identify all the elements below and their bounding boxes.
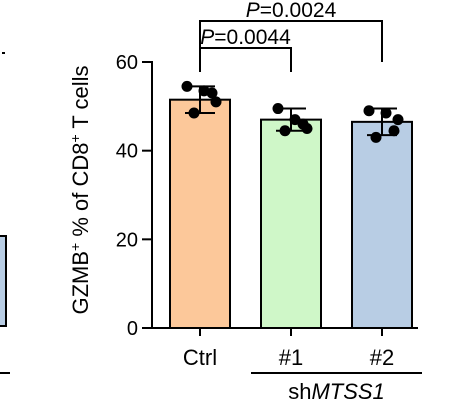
x-axis-labels: Ctrl #1 #2	[183, 345, 394, 370]
p-value-label: P=0.0024	[246, 0, 337, 22]
adjacent-panel-fragment	[0, 52, 10, 374]
data-point	[388, 125, 400, 137]
data-point	[188, 107, 200, 119]
data-point	[272, 103, 284, 115]
p-value-label: P=0.0044	[200, 26, 291, 49]
y-tick-label: 20	[116, 229, 138, 251]
significance-brackets: P=0.0044 P=0.0024	[199, 0, 383, 72]
data-point	[363, 105, 375, 117]
y-axis-label: GZMB+ % of CD8+ T cells	[67, 65, 93, 314]
data-point	[380, 107, 392, 119]
y-tick-label: 0	[127, 318, 138, 340]
bars	[169, 98, 413, 329]
data-point	[279, 125, 291, 137]
data-point	[392, 114, 404, 126]
y-tick-label: 60	[116, 52, 138, 74]
x-tick-label: #2	[370, 345, 394, 370]
bar	[351, 120, 413, 329]
bar	[260, 118, 322, 329]
data-point	[181, 80, 193, 92]
x-tick-label: Ctrl	[183, 345, 217, 370]
data-point	[210, 96, 222, 108]
data-point	[297, 118, 309, 130]
group-label: shMTSS1	[251, 372, 422, 404]
significance-bracket	[199, 20, 383, 62]
data-point	[289, 114, 301, 126]
group-label-text: shMTSS1	[288, 379, 385, 404]
y-tick-label: 40	[116, 141, 138, 163]
bar	[169, 98, 231, 329]
significance-bracket	[199, 47, 292, 72]
data-point	[206, 87, 218, 99]
data-points	[181, 80, 404, 143]
data-point	[370, 131, 382, 143]
x-tick-label: #1	[279, 345, 303, 370]
